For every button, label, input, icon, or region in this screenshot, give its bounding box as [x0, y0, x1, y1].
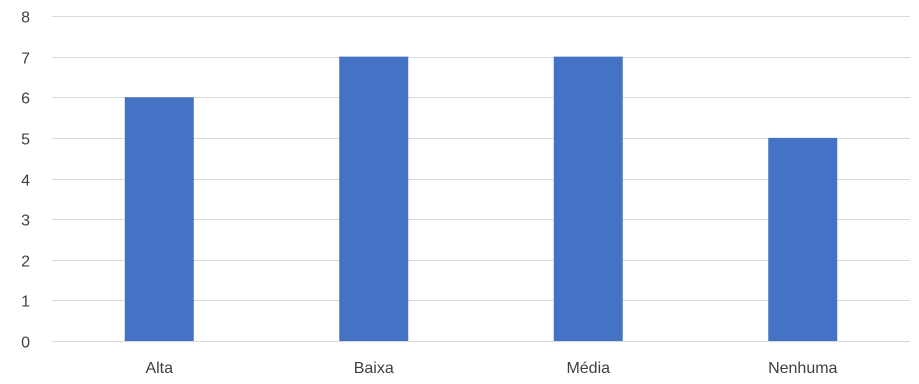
y-tick-label: 2 [21, 254, 30, 271]
y-tick-label: 4 [21, 173, 30, 190]
y-tick-label: 0 [21, 335, 30, 352]
x-category-label: Nenhuma [768, 360, 837, 377]
x-axis-labels: Alta Baixa Média Nenhuma [145, 360, 837, 377]
y-tick-label: 5 [21, 132, 30, 149]
x-category-label: Alta [145, 360, 173, 377]
y-tick-label: 1 [21, 294, 30, 311]
y-axis-ticks: 0 1 2 3 4 5 6 7 8 [21, 10, 30, 352]
bars [124, 56, 838, 341]
bar-alta [124, 97, 194, 341]
y-tick-label: 3 [21, 213, 30, 230]
gridlines [52, 16, 910, 342]
bar-baixa [339, 56, 409, 341]
bar-nenhuma [768, 137, 838, 341]
y-tick-label: 8 [21, 10, 30, 27]
y-tick-label: 7 [21, 51, 30, 68]
bar-media [553, 56, 623, 341]
x-category-label: Baixa [354, 360, 394, 377]
x-category-label: Média [566, 360, 610, 377]
y-tick-label: 6 [21, 91, 30, 108]
